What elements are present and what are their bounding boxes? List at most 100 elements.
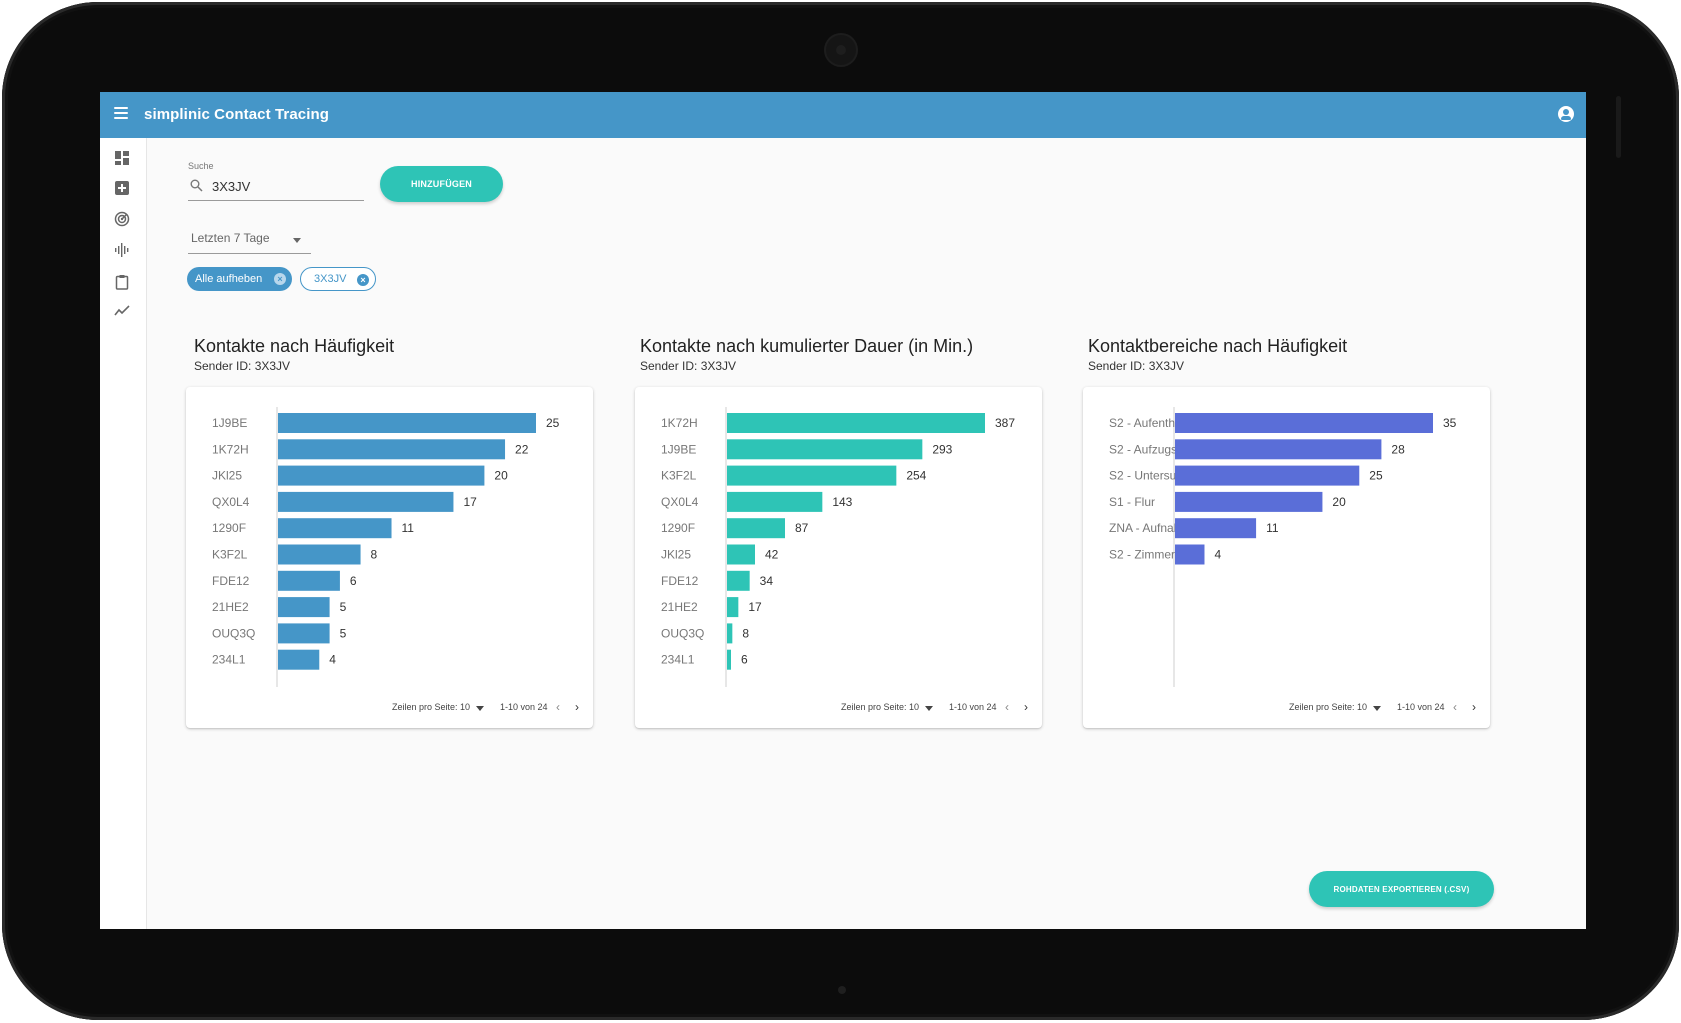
bar[interactable] — [727, 439, 923, 460]
bar[interactable] — [727, 491, 823, 512]
category-label: 1K72H — [661, 416, 698, 430]
medical-cross-icon[interactable] — [114, 180, 130, 196]
period-select-value: Letzten 7 Tage — [191, 231, 270, 245]
bar[interactable] — [1175, 491, 1323, 512]
chevron-right-icon[interactable]: › — [1024, 700, 1028, 714]
category-label: FDE12 — [661, 574, 699, 588]
bar[interactable] — [727, 518, 785, 539]
value-label: 20 — [1332, 495, 1346, 509]
chevron-left-icon[interactable]: ‹ — [1005, 700, 1009, 714]
filter-chip-label: 3X3JV — [314, 273, 347, 285]
radar-icon[interactable] — [114, 211, 130, 227]
bar[interactable] — [278, 649, 320, 670]
value-label: 28 — [1391, 442, 1405, 456]
category-label: 1J9BE — [212, 416, 247, 430]
rows-per-page-dropdown-icon[interactable] — [476, 706, 484, 711]
category-label: 234L1 — [212, 653, 246, 667]
bar[interactable] — [278, 544, 361, 565]
bar[interactable] — [727, 623, 733, 644]
bar[interactable] — [278, 518, 392, 539]
category-label: 1K72H — [212, 442, 249, 456]
chart-card-1: 1J9BE 25 1K72H 22 JKl25 20 QX0L4 17 1290F 11 K3F2L… — [186, 387, 593, 728]
bar[interactable] — [1175, 518, 1257, 539]
category-label: 1290F — [212, 521, 246, 535]
rows-per-page-label: Zeilen pro Seite: 10 — [841, 702, 920, 712]
category-label: K3F2L — [661, 469, 697, 483]
search-field[interactable] — [188, 174, 364, 201]
chart-heading-2: Kontakte nach kumulierter Dauer (in Min.… — [640, 336, 973, 373]
clipboard-icon[interactable] — [114, 274, 130, 290]
add-button[interactable]: HINZUFÜGEN — [380, 166, 503, 202]
value-label: 6 — [350, 574, 357, 588]
category-label: QX0L4 — [661, 495, 699, 509]
dashboard-icon[interactable] — [114, 150, 130, 166]
bar[interactable] — [727, 649, 731, 670]
chevron-left-icon[interactable]: ‹ — [1453, 700, 1457, 714]
side-button — [1616, 96, 1621, 158]
bar[interactable] — [1175, 413, 1433, 433]
category-label: JKl25 — [661, 548, 691, 562]
chart-title: Kontaktbereiche nach Häufigkeit — [1088, 336, 1348, 356]
chart-duration: 1K72H 387 1J9BE 293 K3F2L 254 QX0L4 143 1290F 87 J… — [661, 407, 1015, 687]
bar[interactable] — [1175, 439, 1382, 460]
value-label: 17 — [748, 600, 762, 614]
bar[interactable] — [278, 491, 454, 512]
bar[interactable] — [278, 413, 536, 433]
search-input[interactable] — [212, 176, 360, 196]
bar[interactable] — [1175, 544, 1205, 565]
chart-card-2: 1K72H 387 1J9BE 293 K3F2L 254 QX0L4 143 1290F 87 J… — [635, 387, 1042, 728]
sound-wave-icon[interactable] — [114, 242, 130, 258]
chart-title: Kontakte nach kumulierter Dauer (in Min.… — [640, 336, 974, 356]
value-label: 5 — [340, 600, 347, 614]
bar[interactable] — [278, 623, 330, 644]
category-label: 1290F — [661, 521, 695, 535]
value-label: 87 — [795, 521, 809, 535]
category-label: JKl25 — [212, 469, 242, 483]
category-label: FDE12 — [212, 574, 250, 588]
bar[interactable] — [1175, 465, 1360, 486]
chevron-down-icon — [293, 238, 301, 243]
account-icon[interactable] — [1558, 106, 1574, 122]
bar[interactable] — [278, 570, 340, 591]
value-label: 20 — [494, 469, 508, 483]
value-label: 17 — [463, 495, 477, 509]
close-icon[interactable]: × — [357, 274, 369, 286]
value-label: 254 — [906, 469, 926, 483]
close-icon[interactable]: × — [274, 273, 286, 285]
bar[interactable] — [727, 544, 755, 565]
value-label: 293 — [932, 442, 952, 456]
bar[interactable] — [727, 597, 739, 618]
category-label: 234L1 — [661, 653, 695, 667]
filter-chip[interactable]: 3X3JV × — [300, 267, 376, 291]
pagination-range: 1-10 von 24 — [500, 702, 548, 712]
clear-all-chip[interactable]: Alle aufheben × — [187, 267, 292, 291]
period-select[interactable]: Letzten 7 Tage — [188, 227, 311, 254]
rows-per-page-dropdown-icon[interactable] — [925, 706, 933, 711]
bar[interactable] — [278, 439, 506, 460]
bar[interactable] — [727, 465, 897, 486]
category-label: 21HE2 — [661, 600, 698, 614]
value-label: 11 — [402, 521, 415, 535]
category-label: QX0L4 — [212, 495, 250, 509]
trending-line-icon[interactable] — [114, 302, 130, 318]
chart-heading-3: Kontaktbereiche nach Häufigkeit Sender I… — [1088, 336, 1347, 373]
category-label: OUQ3Q — [212, 626, 255, 640]
chevron-right-icon[interactable]: › — [575, 700, 579, 714]
chevron-right-icon[interactable]: › — [1472, 700, 1476, 714]
bar[interactable] — [278, 465, 485, 486]
menu-icon[interactable] — [114, 107, 128, 121]
category-label: OUQ3Q — [661, 626, 704, 640]
export-csv-button[interactable]: ROHDATEN EXPORTIEREN (.CSV) — [1309, 871, 1494, 907]
pagination-range: 1-10 von 24 — [1397, 702, 1445, 712]
bar[interactable] — [278, 597, 330, 618]
category-label: S1 - Flur — [1109, 495, 1155, 509]
rows-per-page-dropdown-icon[interactable] — [1373, 706, 1381, 711]
bar[interactable] — [727, 570, 750, 591]
bar[interactable] — [727, 413, 985, 433]
app-bar: simplinic Contact Tracing — [100, 92, 1586, 138]
value-label: 4 — [329, 653, 336, 667]
chevron-left-icon[interactable]: ‹ — [556, 700, 560, 714]
value-label: 8 — [371, 548, 378, 562]
value-label: 22 — [515, 442, 529, 456]
chart-subtitle: Sender ID: 3X3JV — [1088, 359, 1185, 373]
